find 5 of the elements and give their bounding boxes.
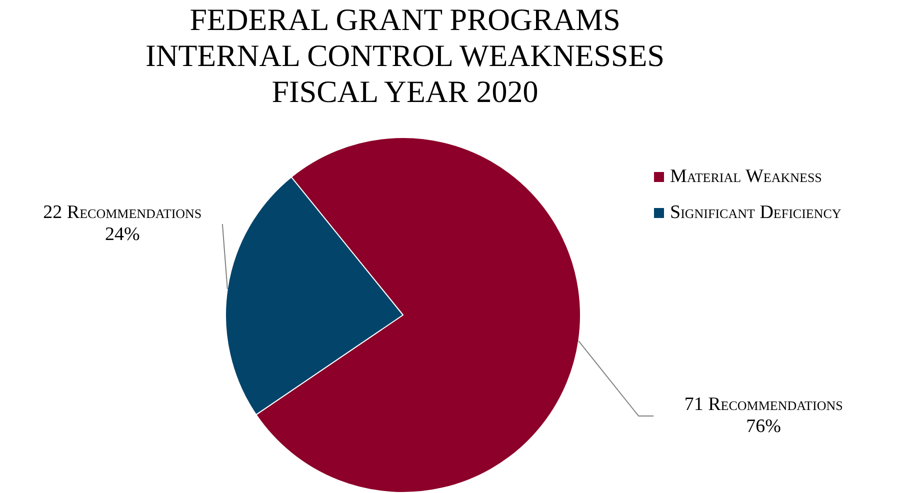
legend-label: Significant Deficiency <box>670 202 842 224</box>
data-label: 22 Recommendations 24% <box>43 202 202 245</box>
chart-title: FEDERAL GRANT PROGRAMS INTERNAL CONTROL WEAKNESSES FISCAL YEAR 2020 <box>144 2 666 110</box>
legend-label: Material Weakness <box>670 166 822 188</box>
data-label: 71 Recommendations 76% <box>684 394 843 437</box>
